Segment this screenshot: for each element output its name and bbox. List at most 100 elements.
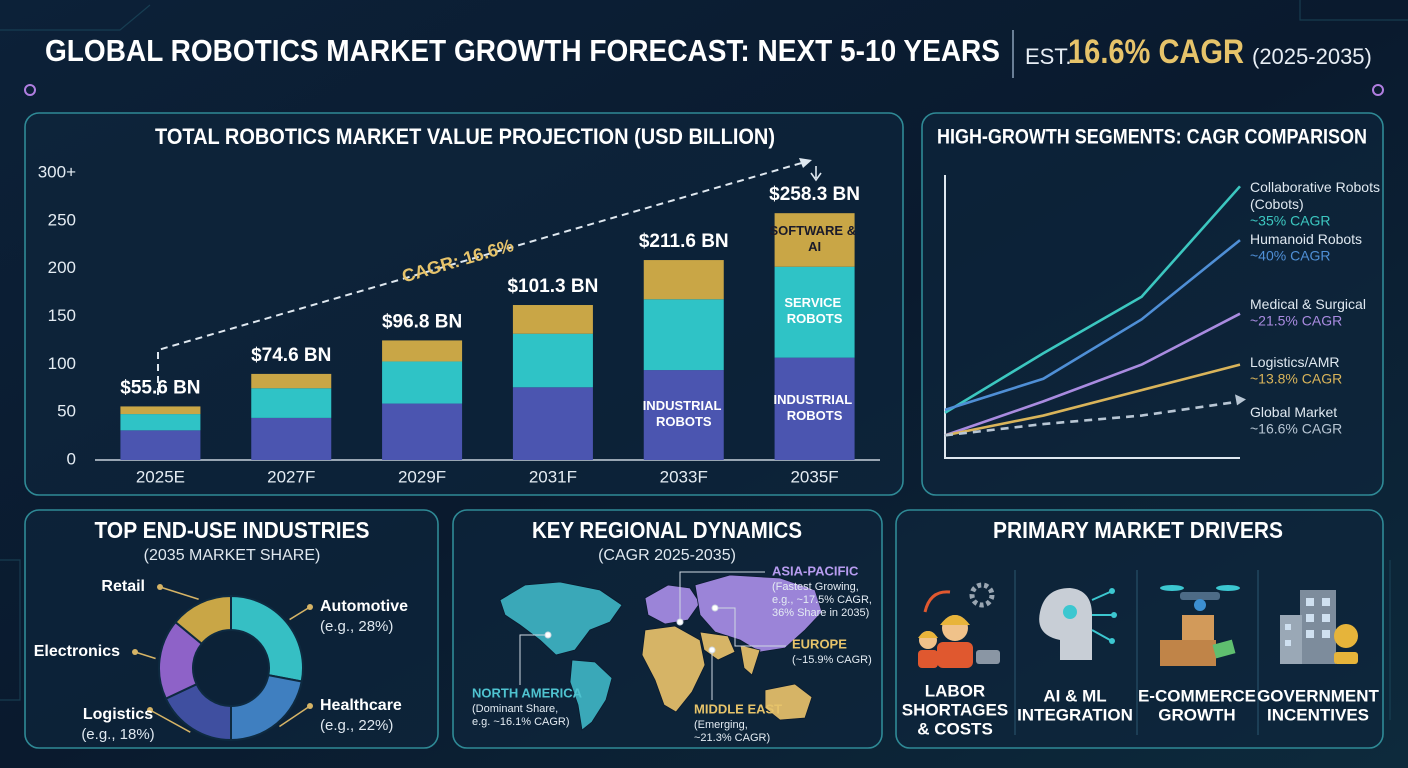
bar-segment — [251, 388, 332, 418]
panel-subtitle: (CAGR 2025-2035) — [598, 547, 736, 564]
text-line: INDUSTRIAL — [643, 398, 725, 413]
y-tick-label: 200 — [48, 258, 76, 277]
category-label: Electronics — [34, 643, 120, 660]
text-line: AI — [808, 239, 821, 254]
text-line: ROBOTS — [787, 312, 843, 327]
map-leaders — [519, 571, 786, 700]
arrow-down — [810, 166, 822, 182]
leader-dot — [711, 604, 719, 612]
y-tick-label: 100 — [48, 354, 76, 373]
y-tick-label: 250 — [48, 210, 76, 229]
leader-dot — [147, 707, 153, 713]
india — [739, 644, 761, 676]
driver-label: INTEGRATION — [1017, 705, 1133, 724]
series-name: Logistics/AMR — [1250, 354, 1339, 370]
text-line: INDUSTRIAL — [774, 392, 856, 407]
text-line: Global Market — [1250, 404, 1337, 420]
value-label: (e.g., 28%) — [320, 618, 393, 635]
bar-segment — [120, 414, 201, 431]
series-cagr: ~35% CAGR — [1250, 213, 1331, 229]
total-label: $96.8 BN — [382, 311, 462, 332]
rule-end — [1372, 84, 1384, 96]
driver-label: GOVERNMENT — [1257, 686, 1379, 705]
leader — [715, 607, 786, 647]
region-detail: (Dominant Share, — [472, 703, 558, 715]
total-label: $55.6 BN — [120, 377, 200, 398]
segment-label: INDUSTRIAL ROBOTS — [774, 392, 856, 423]
region-detail: ~21.3% CAGR) — [694, 732, 770, 744]
circuit-decor — [0, 0, 1408, 720]
series-line — [944, 312, 1241, 437]
icon-drone — [1160, 585, 1240, 666]
leader-dot — [708, 646, 716, 654]
driver-label: INCENTIVES — [1267, 705, 1369, 724]
panel-title: KEY REGIONAL DYNAMICS — [532, 517, 802, 543]
south-america — [569, 659, 613, 731]
rule-end — [24, 84, 36, 96]
region-name: ASIA-PACIFIC — [772, 563, 859, 578]
arrow-head — [799, 158, 812, 168]
africa — [641, 625, 706, 713]
bar-segment — [382, 361, 463, 404]
x-tick-label: 2027F — [267, 467, 315, 486]
driver-label: E-COMMERCE — [1138, 686, 1256, 705]
text-line: SERVICE — [784, 296, 844, 311]
leader — [519, 634, 548, 685]
bar-segment — [251, 373, 332, 389]
x-tick-label: 2029F — [398, 467, 446, 486]
bar-segment — [251, 417, 332, 460]
segments-panel — [921, 112, 1384, 496]
series-line — [944, 185, 1241, 414]
category-label: Logistics — [83, 706, 153, 723]
asia — [694, 574, 823, 653]
segment-label: SOFTWARE & AI — [769, 223, 859, 254]
panel-title: HIGH-GROWTH SEGMENTS: CAGR COMPARISON — [937, 126, 1367, 149]
text-line: Logistics/AMR — [1250, 354, 1339, 370]
total-label: $101.3 BN — [507, 276, 598, 297]
leader-line — [159, 586, 199, 600]
driver-label: AI & ML — [1043, 686, 1106, 705]
driver-label: SHORTAGES — [902, 700, 1008, 719]
value-label: (e.g., 18%) — [81, 726, 154, 743]
category-label: Automotive — [320, 598, 408, 615]
north-america — [499, 581, 623, 656]
leader-dot — [132, 649, 138, 655]
drivers-panel — [895, 509, 1384, 749]
x-tick-label: 2033F — [660, 467, 708, 486]
leader — [679, 571, 765, 622]
leader-dot — [676, 618, 684, 626]
axes — [944, 175, 1240, 459]
region-detail: e.g., ~17.5% CAGR, — [772, 594, 872, 606]
text-line: (Cobots) — [1250, 196, 1304, 212]
panel-title: PRIMARY MARKET DRIVERS — [993, 517, 1283, 543]
text-line: Collaborative Robots — [1250, 179, 1384, 195]
leader-line — [149, 709, 191, 733]
driver-label: GROWTH — [1158, 705, 1235, 724]
y-tick-label: 300+ — [38, 162, 76, 181]
bar-segment — [774, 266, 855, 358]
bar-segment — [512, 387, 593, 460]
bar-segment — [774, 213, 855, 267]
leader-line — [279, 705, 311, 728]
text-line: ROBOTS — [656, 414, 712, 429]
icon-building — [1280, 590, 1358, 664]
region-name: NORTH AMERICA — [472, 685, 583, 700]
region-detail: (Emerging, — [694, 719, 748, 731]
panel-subtitle: (2035 MARKET SHARE) — [144, 547, 321, 564]
category-label: Healthcare — [320, 697, 402, 714]
text-line: SOFTWARE & — [769, 223, 859, 238]
bar-segment — [120, 430, 201, 460]
region-detail: (Fastest Growing, — [772, 581, 859, 593]
header-est: EST. — [1025, 44, 1071, 69]
series-cagr: ~40% CAGR — [1250, 248, 1331, 264]
bar-segment — [774, 357, 855, 460]
x-tick-label: 2025E — [136, 467, 185, 486]
series-name: Global Market — [1250, 404, 1337, 420]
leader-dot — [544, 631, 552, 639]
y-tick-label: 0 — [67, 449, 76, 468]
region-detail: (~15.9% CAGR) — [792, 654, 872, 666]
bar-segment — [643, 370, 724, 460]
text-line: Humanoid Robots — [1250, 231, 1362, 247]
